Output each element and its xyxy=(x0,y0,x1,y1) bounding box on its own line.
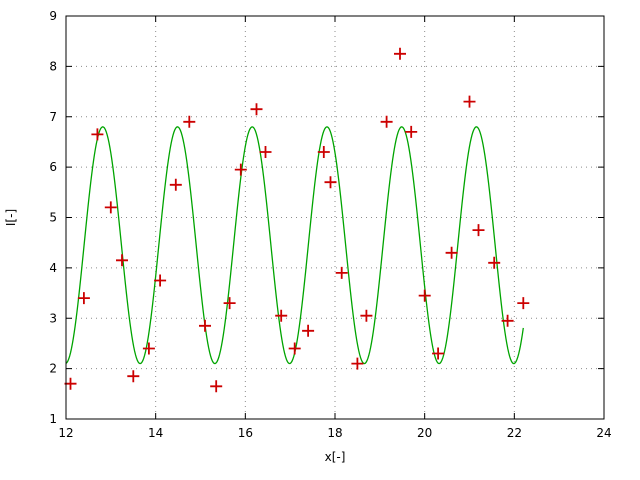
y-tick-label: 5 xyxy=(49,211,57,225)
data-point-marker xyxy=(445,246,458,259)
data-point-marker xyxy=(472,224,485,237)
data-point-marker xyxy=(91,128,104,141)
data-point-marker xyxy=(77,292,90,305)
data-point-marker xyxy=(360,309,373,322)
y-tick-label: 3 xyxy=(49,311,57,325)
y-tick-label: 1 xyxy=(49,412,57,426)
x-tick-label: 12 xyxy=(58,426,73,440)
data-point-marker xyxy=(324,176,337,189)
data-point-marker xyxy=(169,178,182,191)
y-axis-label: I[-] xyxy=(4,209,18,226)
y-tick-label: 4 xyxy=(49,261,57,275)
x-tick-label: 22 xyxy=(507,426,522,440)
y-tick-labels: 1 2 3 4 5 6 7 8 9 xyxy=(49,9,57,426)
data-point-marker xyxy=(317,146,330,158)
data-point-marker xyxy=(335,266,348,279)
x-tick-label: 24 xyxy=(596,426,611,440)
data-point-marker xyxy=(394,47,406,60)
data-point-marker xyxy=(116,254,128,267)
data-point-marker xyxy=(223,297,236,310)
data-point-marker xyxy=(127,370,140,383)
x-tick-label: 16 xyxy=(238,426,253,440)
data-point-marker xyxy=(142,342,155,355)
data-point-marker xyxy=(210,380,223,393)
x-tick-label: 20 xyxy=(417,426,432,440)
data-point-marker xyxy=(380,115,393,128)
data-point-marker xyxy=(488,256,501,269)
data-point-marker xyxy=(302,324,315,337)
data-point-marker xyxy=(501,314,514,327)
data-point-marker xyxy=(275,309,288,322)
x-tick-label: 14 xyxy=(148,426,163,440)
data-point-marker xyxy=(250,103,263,116)
data-point-marker xyxy=(405,125,418,138)
data-point-marker xyxy=(154,274,167,287)
data-point-marker xyxy=(199,319,211,332)
y-tick-label: 8 xyxy=(49,59,57,73)
data-point-marker xyxy=(259,146,272,158)
data-point-marker xyxy=(418,289,431,302)
y-tick-label: 2 xyxy=(49,362,57,376)
data-point-marker xyxy=(463,95,476,108)
y-tick-label: 7 xyxy=(49,110,57,124)
x-tick-label: 18 xyxy=(327,426,342,440)
axis-ticks xyxy=(65,15,605,420)
x-axis-label: x[-] xyxy=(325,450,346,464)
data-point-marker xyxy=(183,115,196,128)
data-point-marker xyxy=(432,347,445,360)
data-point-marker xyxy=(234,163,247,176)
data-point-marker xyxy=(351,357,364,370)
data-point-marker xyxy=(104,201,117,214)
y-tick-label: 6 xyxy=(49,160,57,174)
data-point-marker xyxy=(288,342,301,355)
y-tick-label: 9 xyxy=(49,9,57,23)
measured-points xyxy=(64,47,530,393)
data-point-marker xyxy=(517,297,530,310)
x-tick-labels: 12 14 16 18 20 22 24 xyxy=(58,426,611,440)
